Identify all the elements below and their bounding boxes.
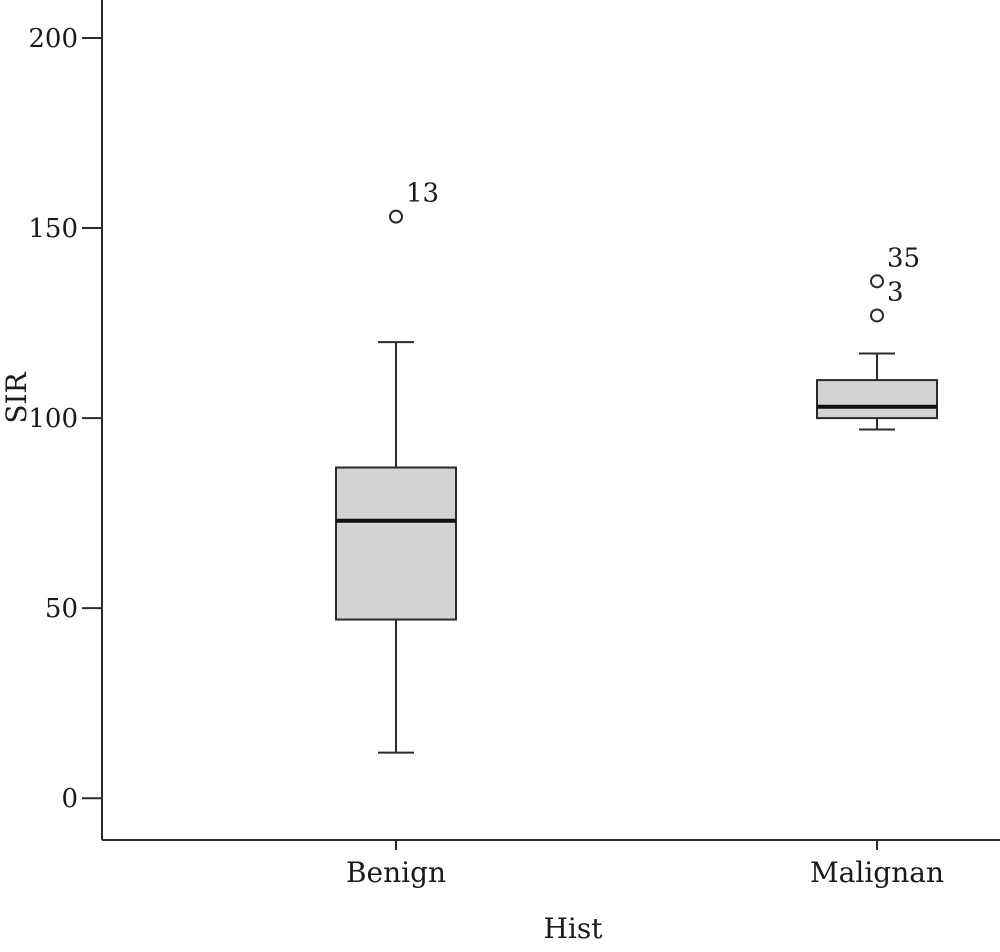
box-malignan: 353: [816, 243, 938, 431]
box-benign: 13: [335, 179, 457, 754]
iqr-box: [816, 379, 938, 420]
outlier-label: 35: [887, 243, 920, 273]
y-axis-label: SIR: [0, 371, 33, 423]
outlier-label: 13: [406, 179, 439, 209]
outlier-label: 3: [887, 277, 904, 307]
iqr-box: [335, 466, 457, 621]
outlier-point: [870, 308, 884, 323]
y-tick-label: 200: [28, 24, 78, 54]
y-tick-label: 150: [28, 214, 78, 244]
x-tick-label: Benign: [346, 856, 446, 889]
y-tick-label: 0: [61, 784, 78, 814]
x-tick-label: Malignan: [810, 856, 944, 889]
y-ticks: 0 50 100 150 200: [28, 24, 102, 814]
x-ticks: Benign Malignan: [346, 840, 944, 889]
outlier-point: [870, 274, 884, 289]
y-tick-label: 100: [28, 404, 78, 434]
x-axis-label: Hist: [544, 912, 604, 945]
outlier-point: [389, 209, 403, 224]
y-tick-label: 50: [45, 594, 78, 624]
